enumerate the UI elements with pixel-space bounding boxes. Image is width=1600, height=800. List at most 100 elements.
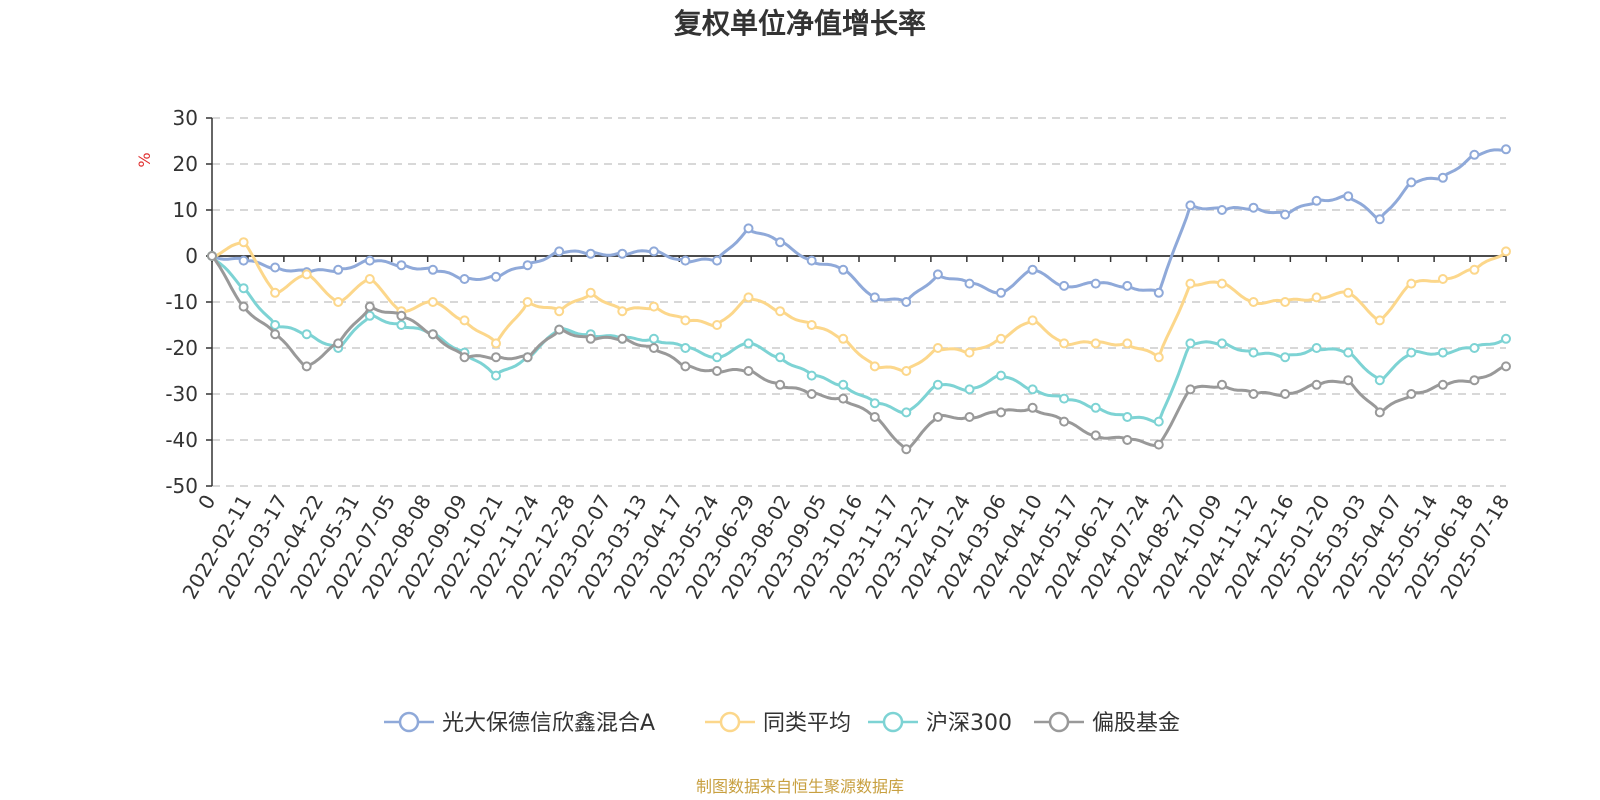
data-point[interactable] xyxy=(301,269,312,280)
data-point[interactable] xyxy=(1406,278,1417,289)
data-point[interactable] xyxy=(680,255,691,266)
data-point[interactable] xyxy=(1469,264,1480,275)
data-point[interactable] xyxy=(1501,246,1511,257)
data-point[interactable] xyxy=(238,255,249,266)
data-point[interactable] xyxy=(1343,191,1354,202)
data-point[interactable] xyxy=(1248,347,1259,358)
data-point[interactable] xyxy=(554,324,565,335)
data-point[interactable] xyxy=(775,306,786,317)
data-point[interactable] xyxy=(1090,402,1101,413)
data-point[interactable] xyxy=(964,347,975,358)
data-point[interactable] xyxy=(1406,177,1417,188)
data-point[interactable] xyxy=(1059,393,1070,404)
data-point[interactable] xyxy=(1280,209,1291,220)
data-point[interactable] xyxy=(1469,375,1480,386)
data-point[interactable] xyxy=(869,292,880,303)
data-point[interactable] xyxy=(1406,389,1417,399)
data-point[interactable] xyxy=(1501,333,1511,344)
data-point[interactable] xyxy=(270,262,281,273)
data-point[interactable] xyxy=(1437,347,1448,358)
data-point[interactable] xyxy=(364,255,375,266)
data-point[interactable] xyxy=(1217,278,1227,289)
data-point[interactable] xyxy=(901,297,912,307)
data-point[interactable] xyxy=(1153,416,1164,427)
data-point[interactable] xyxy=(932,269,943,280)
data-point[interactable] xyxy=(712,255,722,266)
data-point[interactable] xyxy=(1374,315,1385,326)
data-point[interactable] xyxy=(1122,338,1133,349)
data-point[interactable] xyxy=(1248,202,1259,213)
data-point[interactable] xyxy=(1469,343,1480,353)
data-point[interactable] xyxy=(459,274,470,284)
data-point[interactable] xyxy=(238,237,249,248)
data-point[interactable] xyxy=(932,379,943,390)
data-point[interactable] xyxy=(427,297,438,307)
data-point[interactable] xyxy=(1469,149,1480,160)
data-point[interactable] xyxy=(1185,278,1196,289)
data-point[interactable] xyxy=(491,352,501,363)
data-point[interactable] xyxy=(1059,280,1070,291)
data-point[interactable] xyxy=(617,248,628,259)
data-point[interactable] xyxy=(1090,278,1101,289)
data-point[interactable] xyxy=(617,333,628,344)
data-point[interactable] xyxy=(1311,379,1322,390)
data-point[interactable] xyxy=(396,310,407,321)
data-point[interactable] xyxy=(869,412,880,422)
data-point[interactable] xyxy=(1185,384,1196,395)
data-point[interactable] xyxy=(901,407,912,418)
data-point[interactable] xyxy=(585,248,596,259)
data-point[interactable] xyxy=(491,271,501,282)
data-point[interactable] xyxy=(427,264,438,275)
data-point[interactable] xyxy=(1501,361,1511,372)
data-point[interactable] xyxy=(396,320,407,330)
data-point[interactable] xyxy=(869,361,880,372)
data-point[interactable] xyxy=(270,329,281,340)
data-point[interactable] xyxy=(301,361,312,372)
data-point[interactable] xyxy=(648,246,659,257)
data-point[interactable] xyxy=(1122,435,1133,445)
data-point[interactable] xyxy=(648,343,659,353)
data-point[interactable] xyxy=(207,251,217,261)
data-point[interactable] xyxy=(648,333,659,344)
data-point[interactable] xyxy=(364,310,375,321)
data-point[interactable] xyxy=(964,278,975,289)
data-point[interactable] xyxy=(1027,384,1038,395)
data-point[interactable] xyxy=(743,292,754,303)
data-point[interactable] xyxy=(270,287,281,298)
data-point[interactable] xyxy=(585,333,596,344)
data-point[interactable] xyxy=(1343,287,1354,298)
data-point[interactable] xyxy=(1437,274,1448,284)
data-point[interactable] xyxy=(1343,347,1354,358)
data-point[interactable] xyxy=(1027,402,1038,413)
data-point[interactable] xyxy=(1406,347,1417,358)
data-point[interactable] xyxy=(333,297,344,307)
data-point[interactable] xyxy=(680,315,691,326)
data-point[interactable] xyxy=(1059,416,1070,427)
data-point[interactable] xyxy=(1059,338,1070,349)
data-point[interactable] xyxy=(554,246,565,257)
data-point[interactable] xyxy=(1153,287,1164,298)
data-point[interactable] xyxy=(396,260,407,271)
data-point[interactable] xyxy=(775,237,786,248)
data-point[interactable] xyxy=(869,398,880,409)
data-point[interactable] xyxy=(238,283,249,294)
data-point[interactable] xyxy=(775,352,786,363)
data-point[interactable] xyxy=(648,301,659,312)
data-point[interactable] xyxy=(996,333,1006,344)
data-point[interactable] xyxy=(901,444,912,455)
data-point[interactable] xyxy=(1248,297,1259,307)
data-point[interactable] xyxy=(838,264,849,275)
data-point[interactable] xyxy=(491,338,501,349)
data-point[interactable] xyxy=(1248,389,1259,399)
data-point[interactable] xyxy=(1217,205,1227,215)
legend[interactable]: 光大保德信欣鑫混合A 同类平均 沪深300 偏股基金 xyxy=(384,711,1180,736)
data-point[interactable] xyxy=(1374,375,1385,386)
data-point[interactable] xyxy=(333,338,344,349)
data-point[interactable] xyxy=(996,407,1006,418)
data-point[interactable] xyxy=(1122,412,1133,422)
data-point[interactable] xyxy=(333,264,344,275)
data-point[interactable] xyxy=(1185,338,1196,349)
legend-item-2[interactable]: 沪深300 xyxy=(868,711,1012,736)
legend-item-0[interactable]: 光大保德信欣鑫混合A xyxy=(384,711,655,736)
data-point[interactable] xyxy=(1153,439,1164,450)
